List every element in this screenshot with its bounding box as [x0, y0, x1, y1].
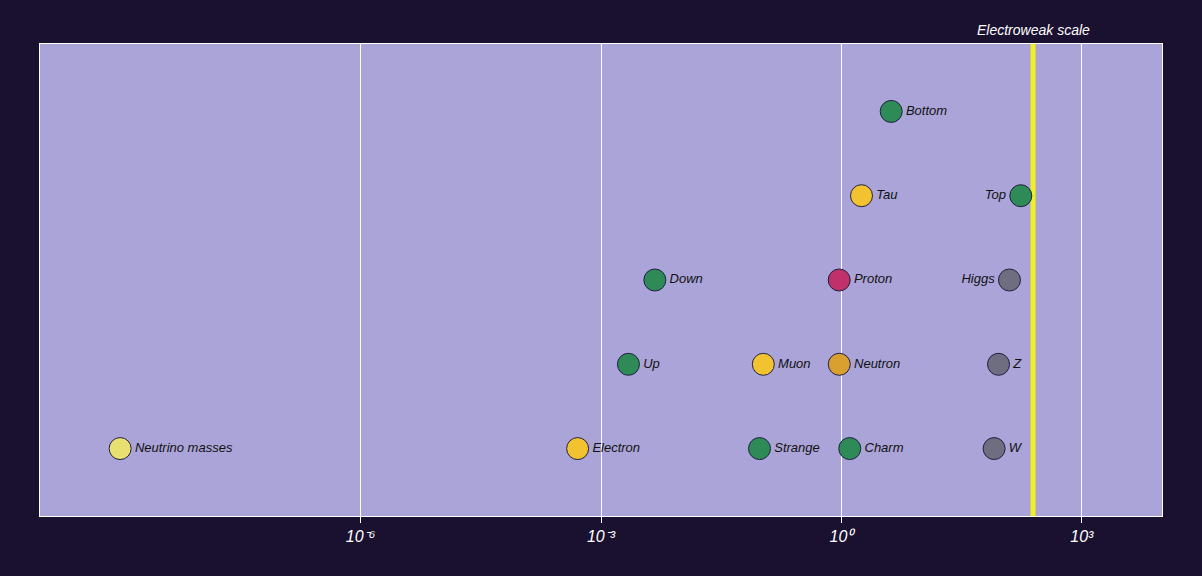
svg-text:Down: Down — [670, 271, 703, 286]
svg-text:Electroweak scale: Electroweak scale — [977, 22, 1090, 38]
svg-text:Tau: Tau — [876, 187, 897, 202]
svg-text:10³: 10³ — [1070, 528, 1094, 545]
svg-text:Z: Z — [1012, 356, 1022, 371]
svg-text:10⁰: 10⁰ — [830, 528, 857, 545]
svg-text:Muon: Muon — [778, 356, 811, 371]
svg-text:Strange: Strange — [774, 440, 820, 455]
svg-text:Electron: Electron — [592, 440, 640, 455]
svg-text:Bottom: Bottom — [906, 103, 947, 118]
svg-text:W: W — [1009, 440, 1023, 455]
svg-text:Top: Top — [985, 187, 1006, 202]
svg-text:Neutrino masses: Neutrino masses — [135, 440, 233, 455]
svg-text:Charm: Charm — [865, 440, 904, 455]
svg-text:Up: Up — [643, 356, 660, 371]
svg-text:10⁻⁶: 10⁻⁶ — [346, 528, 376, 545]
svg-text:Proton: Proton — [854, 271, 892, 286]
svg-text:Higgs: Higgs — [961, 271, 995, 286]
svg-text:Neutron: Neutron — [854, 356, 900, 371]
svg-text:10⁻³: 10⁻³ — [587, 528, 616, 545]
